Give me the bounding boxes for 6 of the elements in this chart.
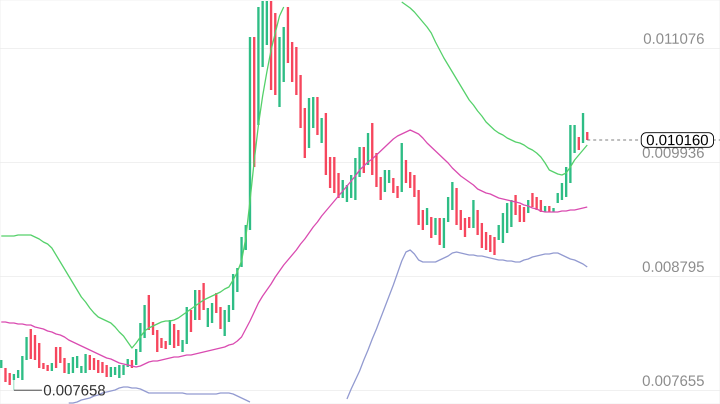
y-tick-label: 0.011076 [644, 33, 704, 44]
annotation: 0.007658 [44, 384, 105, 396]
y-tick-label: 0.007655 [642, 375, 704, 386]
y-tick-label: 0.008795 [642, 261, 704, 272]
ref-line-label: 0.010160 [646, 134, 708, 146]
y-tick-label: 0.009936 [642, 147, 704, 158]
